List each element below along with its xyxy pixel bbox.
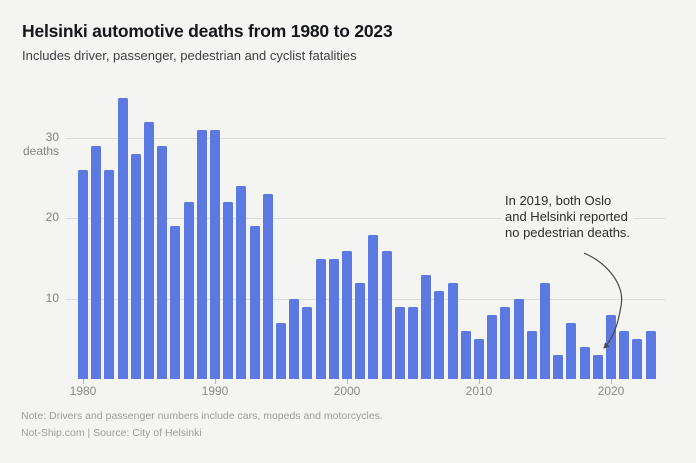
bar-2019: [592, 354, 603, 379]
bar-2010: [474, 338, 484, 379]
bar-1995: [276, 322, 286, 379]
bar-2002: [368, 234, 379, 379]
bar-2005: [408, 306, 418, 379]
bar-1989: [196, 130, 207, 379]
bar-2012: [500, 306, 511, 379]
bar-2014: [526, 330, 537, 379]
y-label-30: 30: [45, 130, 59, 145]
chart-subtitle: Includes driver, passenger, pedestrian a…: [22, 48, 357, 63]
x-tick-1990: [215, 379, 216, 384]
bar-2013: [513, 298, 524, 379]
x-label-2010: 2010: [465, 384, 493, 398]
bar-2007: [434, 290, 445, 379]
bar-1992: [236, 186, 247, 379]
footer-note: Note: Drivers and passenger numbers incl…: [21, 410, 383, 422]
y-axis-unit-label: deaths: [22, 144, 59, 159]
bar-2000: [342, 250, 352, 379]
bar-1996: [289, 298, 300, 379]
bar-2023: [645, 330, 656, 379]
footer-source: Not-Ship.com | Source: City of Helsinki: [21, 427, 202, 439]
bar-2021: [619, 330, 630, 379]
bar-1990: [210, 130, 220, 379]
bar-2003: [381, 250, 392, 379]
bar-2008: [447, 282, 458, 379]
y-label-10: 10: [45, 290, 59, 305]
gridline-20: [65, 218, 665, 220]
x-label-2020: 2020: [597, 384, 625, 398]
bar-2018: [579, 346, 590, 379]
bar-1981: [91, 146, 102, 379]
bar-2001: [355, 282, 366, 379]
bar-2011: [487, 314, 498, 379]
x-label-1990: 1990: [201, 384, 229, 398]
bar-1984: [130, 154, 141, 379]
bar-2022: [632, 338, 643, 379]
bar-1993: [249, 226, 260, 379]
y-label-20: 20: [45, 210, 59, 225]
x-tick-1980: [83, 379, 84, 384]
bar-1997: [302, 306, 313, 379]
annotation-line-2: and Helsinki reported: [505, 209, 628, 224]
x-tick-2000: [347, 379, 348, 384]
x-tick-2010: [479, 379, 480, 384]
chart-title: Helsinki automotive deaths from 1980 to …: [22, 21, 393, 41]
bar-1985: [144, 122, 154, 379]
bar-2006: [421, 274, 432, 379]
bar-2015: [540, 282, 550, 379]
annotation-2019: In 2019, both Oslo and Helsinki reported…: [502, 192, 634, 242]
bar-1999: [328, 258, 339, 379]
bar-1988: [183, 202, 194, 379]
x-tick-2020: [611, 379, 612, 384]
bar-2017: [566, 322, 577, 379]
annotation-line-3: no pedestrian deaths.: [505, 225, 631, 240]
gridline-30: [65, 138, 665, 140]
bar-1998: [315, 258, 326, 379]
bar-2004: [394, 306, 405, 379]
bar-1994: [262, 194, 273, 379]
bar-1987: [170, 226, 181, 379]
bar-1983: [117, 98, 128, 379]
bar-1986: [157, 146, 168, 379]
bar-2016: [553, 354, 564, 379]
annotation-line-1: In 2019, both Oslo: [505, 193, 612, 208]
bar-2020: [606, 314, 616, 379]
bar-2009: [460, 330, 471, 379]
x-label-2000: 2000: [333, 384, 361, 398]
plot-area: [65, 90, 665, 384]
bar-1982: [104, 170, 115, 379]
bar-1991: [223, 202, 234, 379]
x-label-1980: 1980: [69, 384, 97, 398]
bar-1980: [78, 170, 88, 379]
